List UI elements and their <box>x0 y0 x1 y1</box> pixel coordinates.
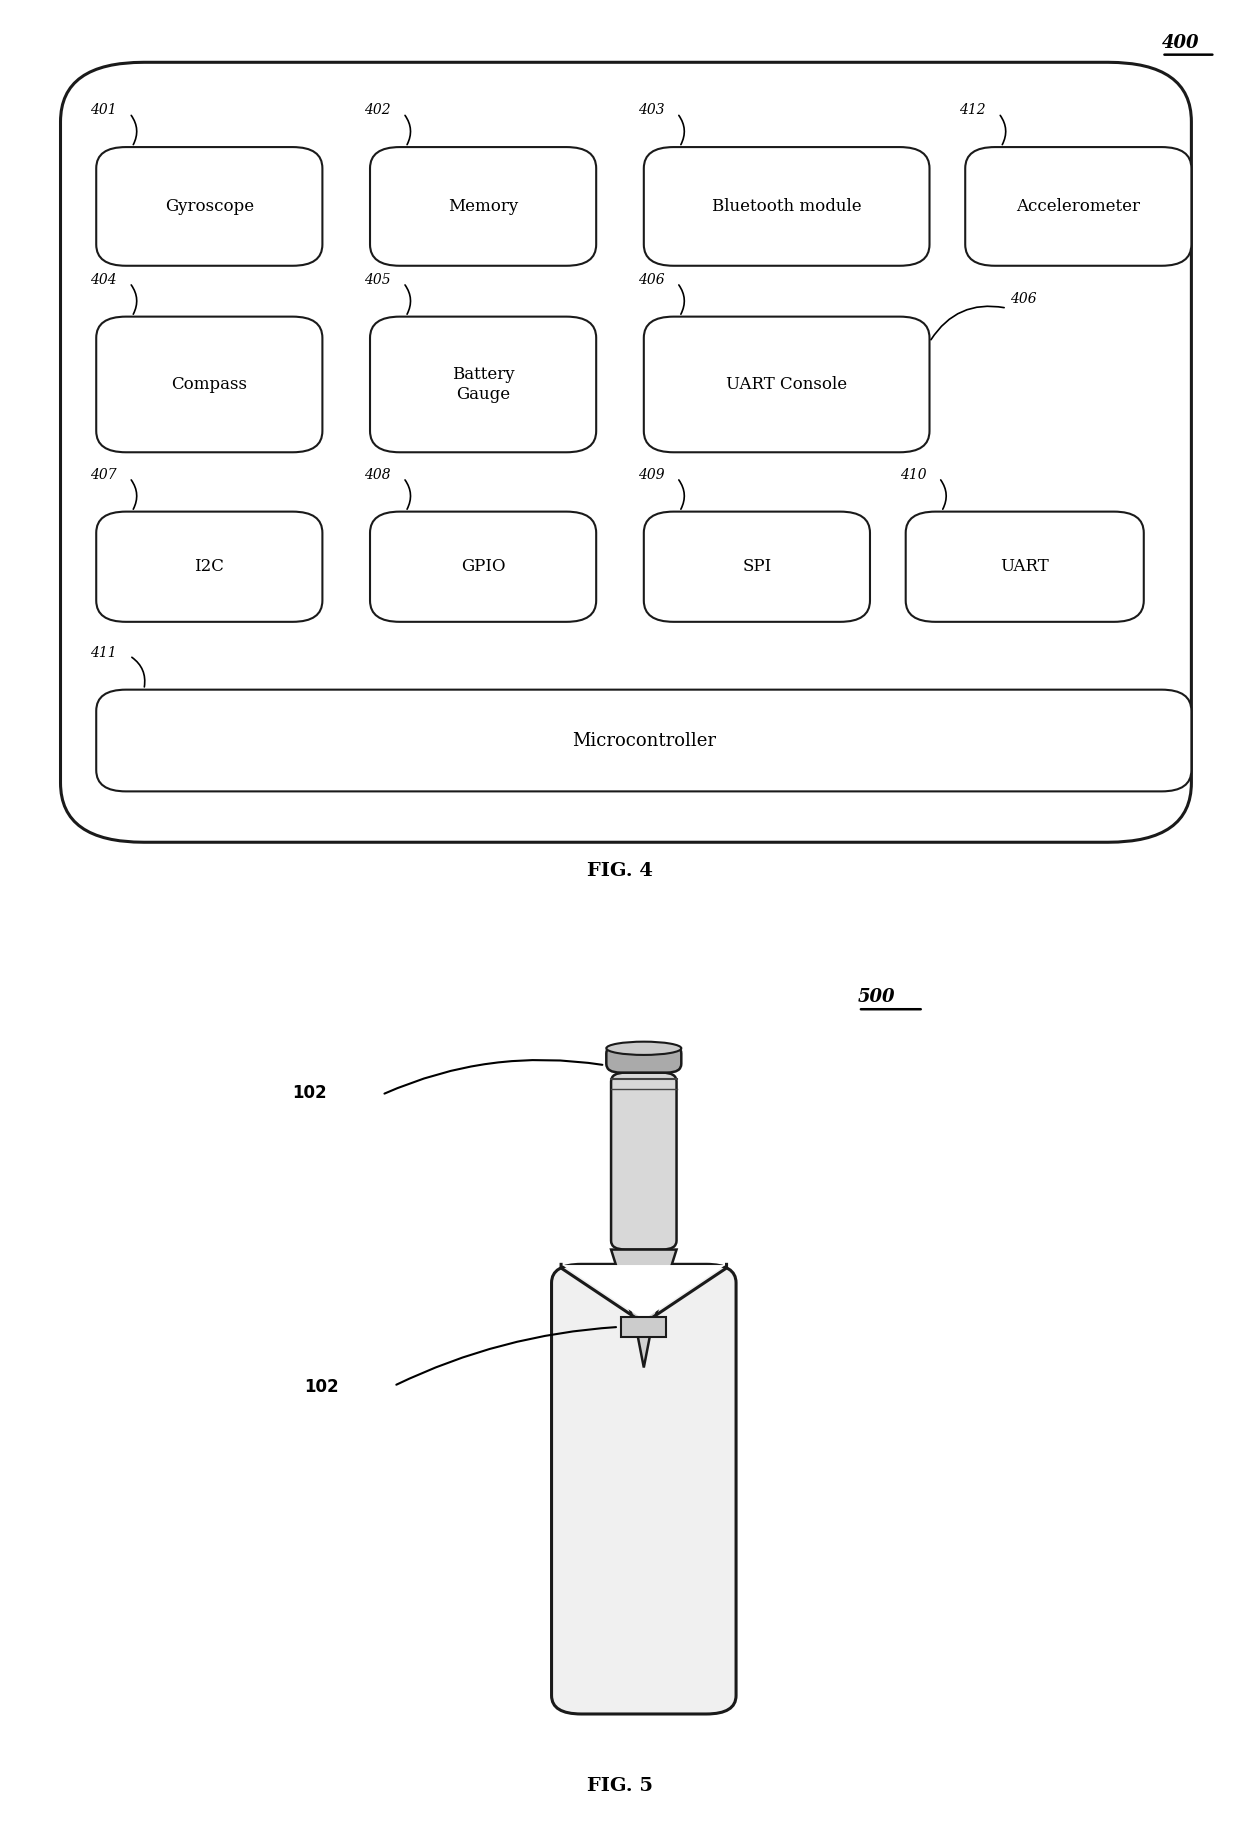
FancyBboxPatch shape <box>965 147 1192 265</box>
FancyBboxPatch shape <box>611 1073 677 1250</box>
Polygon shape <box>611 1250 677 1368</box>
FancyBboxPatch shape <box>97 317 322 452</box>
Text: I2C: I2C <box>195 558 224 575</box>
FancyBboxPatch shape <box>97 512 322 621</box>
FancyBboxPatch shape <box>97 689 1192 791</box>
Text: Memory: Memory <box>448 197 518 216</box>
FancyBboxPatch shape <box>370 147 596 265</box>
FancyBboxPatch shape <box>621 1316 666 1338</box>
Text: UART Console: UART Console <box>727 376 847 393</box>
Text: 408: 408 <box>365 468 391 483</box>
Ellipse shape <box>606 1041 681 1054</box>
Text: 402: 402 <box>365 103 391 118</box>
Text: 407: 407 <box>91 468 117 483</box>
Text: 404: 404 <box>91 273 117 288</box>
Text: 102: 102 <box>293 1084 327 1102</box>
FancyBboxPatch shape <box>552 1264 737 1714</box>
Polygon shape <box>562 1264 725 1320</box>
Text: 403: 403 <box>637 103 665 118</box>
FancyBboxPatch shape <box>606 1045 681 1073</box>
FancyBboxPatch shape <box>644 317 930 452</box>
Text: Battery
Gauge: Battery Gauge <box>451 367 515 404</box>
Text: 410: 410 <box>900 468 926 483</box>
Text: FIG. 4: FIG. 4 <box>587 863 653 881</box>
FancyBboxPatch shape <box>644 147 930 265</box>
Text: Bluetooth module: Bluetooth module <box>712 197 862 216</box>
Text: Gyroscope: Gyroscope <box>165 197 254 216</box>
Text: Accelerometer: Accelerometer <box>1017 197 1141 216</box>
FancyBboxPatch shape <box>61 63 1192 842</box>
Text: 406: 406 <box>1011 293 1037 306</box>
Text: GPIO: GPIO <box>461 558 506 575</box>
Text: FIG. 5: FIG. 5 <box>587 1777 653 1795</box>
Text: UART: UART <box>1001 558 1049 575</box>
FancyBboxPatch shape <box>905 512 1143 621</box>
Text: Compass: Compass <box>171 376 247 393</box>
Text: 406: 406 <box>637 273 665 288</box>
Text: 409: 409 <box>637 468 665 483</box>
Text: SPI: SPI <box>743 558 771 575</box>
Text: 411: 411 <box>91 647 117 660</box>
FancyBboxPatch shape <box>97 147 322 265</box>
Text: 500: 500 <box>858 988 895 1006</box>
Text: 102: 102 <box>305 1379 340 1397</box>
FancyBboxPatch shape <box>370 317 596 452</box>
FancyBboxPatch shape <box>644 512 870 621</box>
FancyBboxPatch shape <box>370 512 596 621</box>
Text: Microcontroller: Microcontroller <box>572 732 715 750</box>
Text: 412: 412 <box>960 103 986 118</box>
Text: 401: 401 <box>91 103 117 118</box>
Text: 400: 400 <box>1162 35 1199 52</box>
Text: 405: 405 <box>365 273 391 288</box>
